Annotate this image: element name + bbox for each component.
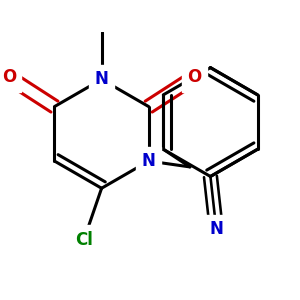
Text: N: N bbox=[94, 70, 109, 88]
Text: O: O bbox=[2, 68, 16, 86]
Text: O: O bbox=[187, 68, 201, 86]
Text: N: N bbox=[209, 220, 223, 238]
Text: Cl: Cl bbox=[75, 231, 93, 249]
Text: N: N bbox=[142, 152, 156, 170]
